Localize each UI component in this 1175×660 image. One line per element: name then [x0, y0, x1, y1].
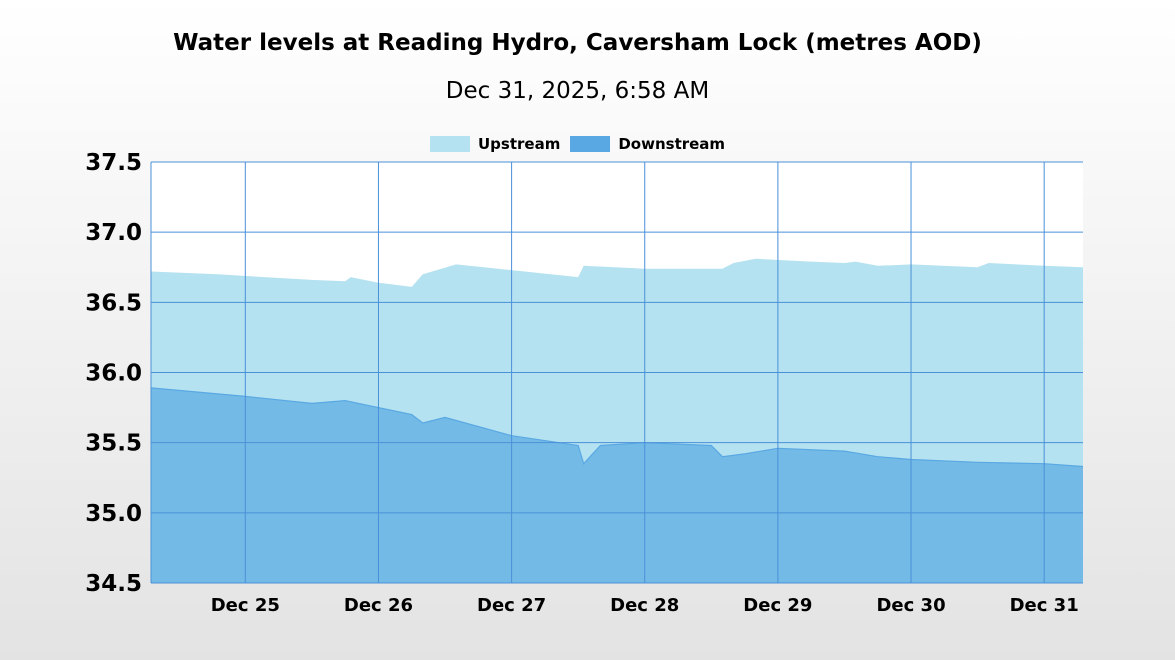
legend-label-upstream: Upstream: [478, 135, 561, 153]
legend-item-upstream[interactable]: Upstream: [430, 135, 560, 153]
x-tick-label: Dec 29: [743, 595, 812, 616]
legend-label-downstream: Downstream: [618, 135, 726, 153]
legend: Upstream Downstream: [430, 134, 735, 154]
x-tick-label: Dec 30: [876, 595, 945, 616]
y-tick-label: 36.5: [85, 290, 142, 316]
x-tick-label: Dec 25: [211, 595, 280, 616]
y-tick-label: 37.0: [85, 220, 142, 246]
chart-title: Water levels at Reading Hydro, Caversham…: [173, 30, 982, 56]
y-tick-label: 34.5: [85, 571, 142, 597]
chart-subtitle: Dec 31, 2025, 6:58 AM: [445, 78, 710, 104]
y-tick-label: 36.0: [85, 361, 142, 387]
legend-item-downstream[interactable]: Downstream: [570, 135, 725, 153]
y-tick-label: 35.0: [85, 501, 142, 527]
y-tick-label: 35.5: [85, 431, 142, 457]
legend-swatch-upstream: [430, 136, 470, 152]
series-area-downstream: [151, 387, 1083, 583]
x-tick-label: Dec 28: [610, 595, 679, 616]
x-tick-label: Dec 31: [1010, 595, 1079, 616]
x-tick-label: Dec 26: [344, 595, 413, 616]
y-tick-label: 37.5: [85, 150, 142, 176]
x-tick-label: Dec 27: [477, 595, 546, 616]
legend-swatch-downstream: [570, 136, 611, 152]
